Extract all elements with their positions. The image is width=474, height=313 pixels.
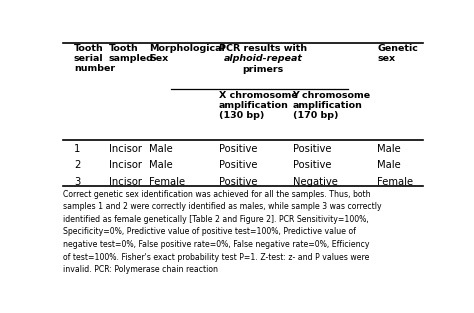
Text: Incisor: Incisor <box>109 177 142 187</box>
Text: Positive: Positive <box>219 161 257 171</box>
Text: PCR results with: PCR results with <box>219 44 307 53</box>
Text: Tooth
sampled: Tooth sampled <box>109 44 154 63</box>
Text: X chromosome
amplification
(130 bp): X chromosome amplification (130 bp) <box>219 90 298 121</box>
Text: primers: primers <box>243 65 284 74</box>
Text: Genetic
sex: Genetic sex <box>377 44 418 63</box>
Text: Female: Female <box>377 177 413 187</box>
Text: Male: Male <box>377 161 401 171</box>
Text: Specificity=0%, Predictive value of positive test=100%, Predictive value of: Specificity=0%, Predictive value of posi… <box>63 228 356 237</box>
Text: Negative: Negative <box>292 177 337 187</box>
Text: Correct genetic sex identification was achieved for all the samples. Thus, both: Correct genetic sex identification was a… <box>63 190 371 199</box>
Text: Positive: Positive <box>292 144 331 154</box>
Text: Incisor: Incisor <box>109 144 142 154</box>
Text: 3: 3 <box>74 177 80 187</box>
Text: Incisor: Incisor <box>109 161 142 171</box>
Text: Positive: Positive <box>292 161 331 171</box>
Text: alphoid-repeat: alphoid-repeat <box>224 54 302 64</box>
Text: Male: Male <box>149 144 173 154</box>
Text: 1: 1 <box>74 144 80 154</box>
Text: identified as female genetically [Table 2 and Figure 2]. PCR Sensitivity=100%,: identified as female genetically [Table … <box>63 215 369 224</box>
Text: Female: Female <box>149 177 185 187</box>
Text: samples 1 and 2 were correctly identified as males, while sample 3 was correctly: samples 1 and 2 were correctly identifie… <box>63 203 382 211</box>
Text: Tooth
serial
number: Tooth serial number <box>74 44 115 73</box>
Text: Positive: Positive <box>219 144 257 154</box>
Text: negative test=0%, False positive rate=0%, False negative rate=0%, Efficiency: negative test=0%, False positive rate=0%… <box>63 240 369 249</box>
Text: Positive: Positive <box>219 177 257 187</box>
Text: 2: 2 <box>74 161 80 171</box>
Text: of test=100%. Fisher's exact probability test P=1. Z-test: z- and P values were: of test=100%. Fisher's exact probability… <box>63 253 369 262</box>
Text: Morphological
Sex: Morphological Sex <box>149 44 225 63</box>
Text: Y chromosome
amplification
(170 bp): Y chromosome amplification (170 bp) <box>292 90 371 121</box>
Text: Male: Male <box>149 161 173 171</box>
Text: invalid. PCR: Polymerase chain reaction: invalid. PCR: Polymerase chain reaction <box>63 265 218 274</box>
Text: Male: Male <box>377 144 401 154</box>
